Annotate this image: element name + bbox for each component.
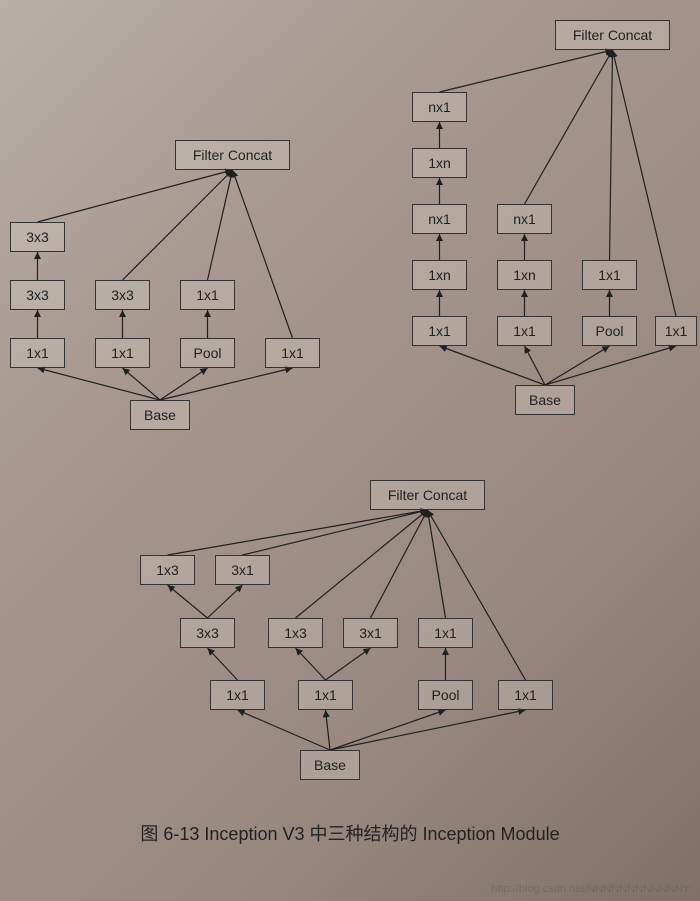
edge-base-q1 bbox=[545, 346, 676, 385]
edge-u1-fc bbox=[428, 510, 446, 618]
node-p2: Pool bbox=[582, 316, 637, 346]
edge-m1-fc bbox=[525, 50, 613, 204]
node-b1: 3x3 bbox=[95, 280, 150, 310]
edge-base-c2 bbox=[160, 368, 208, 400]
node-s1: 1x3 bbox=[140, 555, 195, 585]
figure-caption: 图 6-13 Inception V3 中三种结构的 Inception Mod… bbox=[0, 820, 700, 846]
node-n1: nx1 bbox=[412, 92, 467, 122]
node-base: Base bbox=[300, 750, 360, 780]
edge-t1-fc bbox=[296, 510, 428, 618]
diagram-page: 图 6-13 Inception V3 中三种结构的 Inception Mod… bbox=[0, 0, 700, 901]
edge-s3-s2 bbox=[208, 585, 243, 618]
node-m2: 1xn bbox=[497, 260, 552, 290]
edge-s4-s3 bbox=[208, 648, 238, 680]
edge-t2-fc bbox=[371, 510, 428, 618]
node-t2: 3x1 bbox=[343, 618, 398, 648]
node-s2: 3x1 bbox=[215, 555, 270, 585]
node-u1: 1x1 bbox=[418, 618, 473, 648]
node-b2: 1x1 bbox=[95, 338, 150, 368]
node-fc: Filter Concat bbox=[370, 480, 485, 510]
node-u2: Pool bbox=[418, 680, 473, 710]
node-m1: nx1 bbox=[497, 204, 552, 234]
edge-base-p2 bbox=[545, 346, 610, 385]
edge-a1-fc bbox=[38, 170, 233, 222]
edge-base-d1 bbox=[160, 368, 293, 400]
edge-base-a3 bbox=[38, 368, 161, 400]
edge-base-m3 bbox=[525, 346, 546, 385]
node-base: Base bbox=[130, 400, 190, 430]
node-n5: 1x1 bbox=[412, 316, 467, 346]
edge-base-v1 bbox=[330, 710, 526, 750]
node-s4: 1x1 bbox=[210, 680, 265, 710]
edge-base-u2 bbox=[330, 710, 446, 750]
node-a2: 3x3 bbox=[10, 280, 65, 310]
edge-v1-fc bbox=[428, 510, 526, 680]
edge-c1-fc bbox=[208, 170, 233, 280]
edge-base-t3 bbox=[326, 710, 331, 750]
node-n2: 1xn bbox=[412, 148, 467, 178]
edge-d1-fc bbox=[233, 170, 293, 338]
edge-s3-s1 bbox=[168, 585, 208, 618]
node-d1: 1x1 bbox=[265, 338, 320, 368]
edge-b1-fc bbox=[123, 170, 233, 280]
watermark: http://blog.csdn.net/NNNNNNNNNNNNY bbox=[491, 883, 690, 895]
edge-t3-t2 bbox=[326, 648, 371, 680]
node-fc: Filter Concat bbox=[175, 140, 290, 170]
node-m3: 1x1 bbox=[497, 316, 552, 346]
edge-p1-fc bbox=[610, 50, 613, 260]
node-fc: Filter Concat bbox=[555, 20, 670, 50]
node-p1: 1x1 bbox=[582, 260, 637, 290]
node-c2: Pool bbox=[180, 338, 235, 368]
edge-base-n5 bbox=[440, 346, 546, 385]
node-n3: nx1 bbox=[412, 204, 467, 234]
edge-s2-fc bbox=[243, 510, 428, 555]
node-v1: 1x1 bbox=[498, 680, 553, 710]
node-t3: 1x1 bbox=[298, 680, 353, 710]
node-base: Base bbox=[515, 385, 575, 415]
edge-base-s4 bbox=[238, 710, 331, 750]
edge-base-b2 bbox=[123, 368, 161, 400]
node-q1: 1x1 bbox=[655, 316, 697, 346]
node-c1: 1x1 bbox=[180, 280, 235, 310]
node-s3: 3x3 bbox=[180, 618, 235, 648]
edge-t3-t1 bbox=[296, 648, 326, 680]
node-a1: 3x3 bbox=[10, 222, 65, 252]
edge-s1-fc bbox=[168, 510, 428, 555]
node-a3: 1x1 bbox=[10, 338, 65, 368]
node-t1: 1x3 bbox=[268, 618, 323, 648]
edge-n1-fc bbox=[440, 50, 613, 92]
node-n4: 1xn bbox=[412, 260, 467, 290]
